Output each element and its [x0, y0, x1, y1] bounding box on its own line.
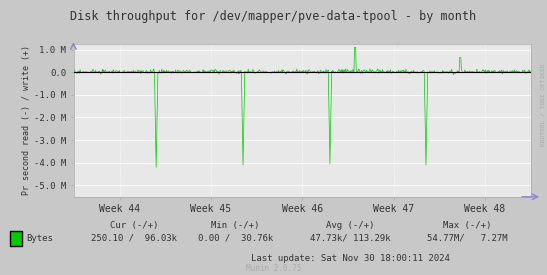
Y-axis label: Pr second read (-) / write (+): Pr second read (-) / write (+) — [22, 45, 31, 195]
Text: Max (-/+): Max (-/+) — [444, 221, 492, 230]
Text: Bytes: Bytes — [26, 234, 53, 243]
Text: Disk throughput for /dev/mapper/pve-data-tpool - by month: Disk throughput for /dev/mapper/pve-data… — [71, 10, 476, 23]
Text: Min (-/+): Min (-/+) — [211, 221, 259, 230]
Text: 250.10 /  96.03k: 250.10 / 96.03k — [91, 234, 177, 243]
Text: 0.00 /  30.76k: 0.00 / 30.76k — [197, 234, 273, 243]
Text: 47.73k/ 113.29k: 47.73k/ 113.29k — [310, 234, 391, 243]
Text: RRDTOOL / TOBI OETIKER: RRDTOOL / TOBI OETIKER — [541, 63, 546, 146]
Text: Cur (-/+): Cur (-/+) — [110, 221, 158, 230]
Text: Munin 2.0.75: Munin 2.0.75 — [246, 264, 301, 273]
Text: Avg (-/+): Avg (-/+) — [326, 221, 374, 230]
Text: Last update: Sat Nov 30 18:00:11 2024: Last update: Sat Nov 30 18:00:11 2024 — [251, 254, 450, 263]
Text: 54.77M/   7.27M: 54.77M/ 7.27M — [427, 234, 508, 243]
